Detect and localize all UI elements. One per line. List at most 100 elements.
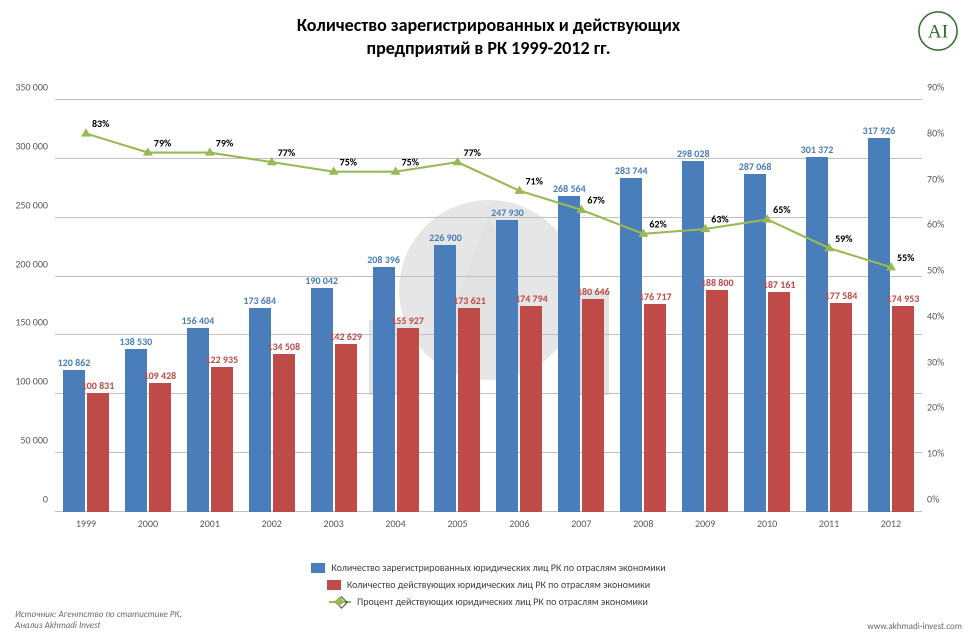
bar-value-label: 187 161	[763, 278, 796, 291]
bar-group: 301 372177 5842011	[798, 100, 860, 512]
bar-group: 173 684134 5082002	[241, 100, 303, 512]
bar-active: 174 953	[892, 306, 914, 512]
x-tick: 2010	[757, 517, 777, 530]
bar-value-label: 247 930	[491, 206, 524, 219]
bar-group: 190 042142 6292003	[303, 100, 365, 512]
y-right-tick: 90%	[927, 81, 962, 94]
x-tick: 2004	[385, 517, 405, 530]
bar-active: 176 717	[644, 304, 666, 512]
bar-value-label: 173 621	[453, 294, 486, 307]
bar-group: 208 396155 9272004	[365, 100, 427, 512]
bar-active: 188 800	[706, 290, 728, 512]
bar-value-label: 120 862	[58, 356, 91, 369]
swatch-percent	[329, 601, 351, 603]
legend-item-active: Количество действующих юридических лиц Р…	[327, 578, 650, 591]
legend-label-active: Количество действующих юридических лиц Р…	[347, 578, 650, 591]
bar-registered: 190 042	[311, 288, 333, 512]
title-line2: предприятий в РК 1999-2012 гг.	[0, 37, 977, 60]
bar-value-label: 226 900	[429, 231, 462, 244]
bar-group: 317 926174 9532012	[860, 100, 922, 512]
bar-active: 173 621	[458, 308, 480, 512]
bar-registered: 287 068	[744, 174, 766, 512]
x-tick: 2012	[881, 517, 901, 530]
x-tick: 1999	[76, 517, 96, 530]
plot-area: 050 000100 000150 000200 000250 000300 0…	[55, 100, 922, 512]
bar-value-label: 298 028	[677, 147, 710, 160]
footer-source-line2: Анализ Akhmadi Invest	[15, 620, 182, 632]
bar-group: 268 564180 6462007	[550, 100, 612, 512]
legend: Количество зарегистрированных юридически…	[100, 561, 877, 608]
x-tick: 2000	[138, 517, 158, 530]
bar-value-label: 174 794	[515, 292, 548, 305]
bar-registered: 317 926	[868, 138, 890, 512]
bar-registered: 208 396	[373, 267, 395, 512]
y-left-tick: 350 000	[0, 81, 48, 94]
bar-group: 283 744176 7172008	[612, 100, 674, 512]
y-right-tick: 50%	[927, 264, 962, 277]
x-tick: 2006	[509, 517, 529, 530]
bar-value-label: 180 646	[577, 285, 610, 298]
bar-registered: 173 684	[249, 308, 271, 512]
bar-active: 187 161	[768, 292, 790, 512]
brand-logo: AI	[917, 10, 959, 52]
bar-value-label: 142 629	[329, 330, 362, 343]
y-right-tick: 20%	[927, 401, 962, 414]
y-right-tick: 80%	[927, 126, 962, 139]
bar-registered: 268 564	[558, 196, 580, 512]
x-tick: 2001	[200, 517, 220, 530]
y-right-tick: 30%	[927, 355, 962, 368]
y-left-tick: 150 000	[0, 316, 48, 329]
bars-container: 120 862100 8311999138 530109 4282000156 …	[55, 100, 922, 512]
bar-active: 180 646	[582, 299, 604, 512]
bar-value-label: 190 042	[305, 274, 338, 287]
logo-text: AI	[928, 22, 948, 43]
footer-url: www.akhmadi-invest.com	[867, 621, 962, 632]
swatch-active	[327, 580, 341, 590]
y-left-tick: 0	[0, 493, 48, 506]
swatch-registered	[311, 563, 325, 573]
bar-group: 156 404122 9352001	[179, 100, 241, 512]
bar-value-label: 156 404	[181, 314, 214, 327]
title-line1: Количество зарегистрированных и действую…	[0, 14, 977, 37]
bar-active: 100 831	[87, 393, 109, 512]
bar-value-label: 317 926	[863, 124, 896, 137]
bar-active: 177 584	[830, 303, 852, 512]
bar-value-label: 138 530	[120, 335, 153, 348]
bar-value-label: 177 584	[825, 289, 858, 302]
x-tick: 2003	[324, 517, 344, 530]
bar-value-label: 301 372	[801, 143, 834, 156]
bar-value-label: 208 396	[367, 253, 400, 266]
legend-item-percent: Процент действующих юридических лиц РК п…	[329, 595, 648, 608]
bar-value-label: 268 564	[553, 182, 586, 195]
bar-value-label: 283 744	[615, 164, 648, 177]
bar-registered: 283 744	[620, 178, 642, 512]
y-right-tick: 70%	[927, 172, 962, 185]
bar-active: 122 935	[211, 367, 233, 512]
bar-value-label: 174 953	[887, 292, 920, 305]
x-tick: 2009	[695, 517, 715, 530]
bar-value-label: 155 927	[391, 314, 424, 327]
bar-registered: 226 900	[434, 245, 456, 512]
chart-title: Количество зарегистрированных и действую…	[0, 0, 977, 59]
bar-group: 298 028188 8002009	[674, 100, 736, 512]
y-right-tick: 0%	[927, 493, 962, 506]
x-tick: 2005	[447, 517, 467, 530]
y-right-tick: 60%	[927, 218, 962, 231]
x-tick: 2002	[262, 517, 282, 530]
bar-value-label: 109 428	[144, 369, 177, 382]
bar-value-label: 134 508	[267, 340, 300, 353]
bar-group: 287 068187 1612010	[736, 100, 798, 512]
bar-value-label: 176 717	[639, 290, 672, 303]
x-tick: 2011	[819, 517, 839, 530]
chart-area: 050 000100 000150 000200 000250 000300 0…	[55, 100, 922, 530]
bar-value-label: 188 800	[701, 276, 734, 289]
bar-group: 226 900173 6212005	[427, 100, 489, 512]
bar-value-label: 122 935	[205, 353, 238, 366]
y-left-tick: 250 000	[0, 198, 48, 211]
bar-group: 120 862100 8311999	[55, 100, 117, 512]
legend-label-percent: Процент действующих юридических лиц РК п…	[357, 595, 648, 608]
bar-active: 109 428	[149, 383, 171, 512]
y-left-tick: 100 000	[0, 375, 48, 388]
y-left-tick: 200 000	[0, 257, 48, 270]
y-left-tick: 300 000	[0, 139, 48, 152]
